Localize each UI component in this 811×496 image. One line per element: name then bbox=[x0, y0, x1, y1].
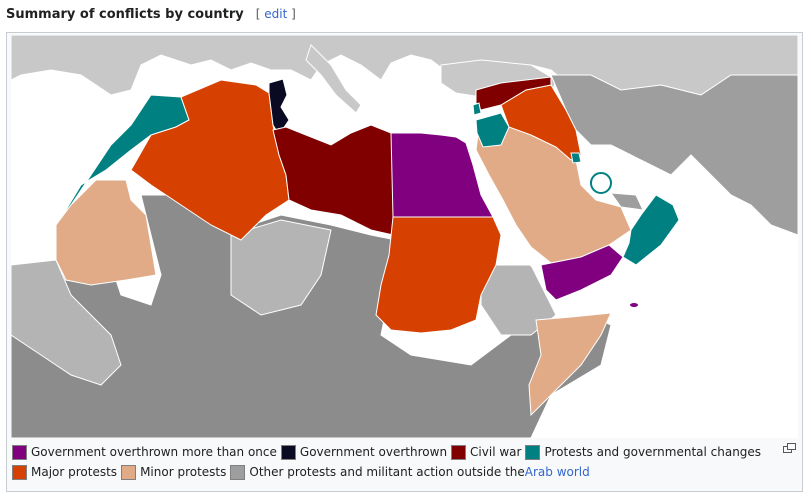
legend-label: Government overthrown bbox=[299, 445, 448, 459]
legend-row: Major protests Minor protests Other protes… bbox=[12, 462, 782, 482]
legend-label: Minor protests bbox=[140, 465, 227, 479]
legend-swatch bbox=[121, 464, 137, 480]
country-somalia bbox=[528, 312, 612, 417]
socotra-yemen bbox=[630, 303, 638, 307]
edit-link[interactable]: edit bbox=[264, 7, 288, 21]
legend-swatch bbox=[12, 444, 27, 460]
legend-item: Major protests bbox=[12, 464, 118, 480]
section-title: Summary of conflicts by country bbox=[6, 7, 244, 22]
country-tunisia bbox=[268, 78, 290, 136]
red-sea bbox=[466, 143, 541, 267]
country-oman bbox=[622, 194, 680, 266]
country-lebanon bbox=[472, 102, 482, 116]
legend-item: Civil war bbox=[451, 444, 522, 460]
legend-swatch bbox=[525, 444, 541, 460]
map-legend: Government overthrown more than once Gove… bbox=[12, 442, 782, 482]
legend-label: Civil war bbox=[470, 445, 522, 459]
africa-west-light bbox=[11, 259, 122, 386]
legend-item: Government overthrown more than once bbox=[12, 444, 277, 460]
arab-world-link[interactable]: Arab world bbox=[524, 465, 590, 479]
edit-bracket-open: [ bbox=[255, 7, 261, 21]
country-sudan bbox=[375, 216, 502, 334]
enlarge-icon[interactable] bbox=[783, 443, 797, 453]
country-mauritania bbox=[55, 179, 157, 286]
arab-spring-map bbox=[11, 35, 798, 438]
iran-land bbox=[550, 74, 798, 236]
legend-row: Government overthrown more than once Gove… bbox=[12, 442, 782, 462]
country-uae bbox=[609, 192, 644, 211]
legend-label: Major protests bbox=[31, 465, 118, 479]
legend-item: Government overthrown bbox=[280, 444, 448, 460]
legend-swatch bbox=[230, 464, 246, 480]
edit-section: [ edit ] bbox=[256, 7, 296, 21]
legend-label: Protests and governmental changes bbox=[544, 445, 762, 459]
legend-item: Other protests and militant action outsi… bbox=[230, 464, 590, 480]
country-algeria bbox=[130, 79, 290, 241]
legend-swatch bbox=[451, 444, 467, 460]
legend-swatch bbox=[12, 464, 27, 480]
legend-item: Minor protests bbox=[121, 464, 227, 480]
legend-swatch bbox=[280, 444, 296, 460]
legend-label: Other protests and militant action outsi… bbox=[249, 465, 525, 479]
country-kuwait bbox=[570, 152, 582, 164]
legend-label: Government overthrown more than once bbox=[31, 445, 277, 459]
section-heading: Summary of conflicts by country [ edit ] bbox=[6, 7, 296, 27]
edit-bracket-close: ] bbox=[291, 7, 296, 21]
country-yemen bbox=[540, 244, 624, 301]
map-image[interactable] bbox=[11, 35, 798, 438]
africa-central-light bbox=[230, 219, 332, 316]
bahrain-highlight-circle bbox=[590, 172, 612, 194]
legend-item: Protests and governmental changes bbox=[525, 444, 762, 460]
italy-land bbox=[305, 44, 362, 114]
country-jordan bbox=[475, 112, 510, 148]
